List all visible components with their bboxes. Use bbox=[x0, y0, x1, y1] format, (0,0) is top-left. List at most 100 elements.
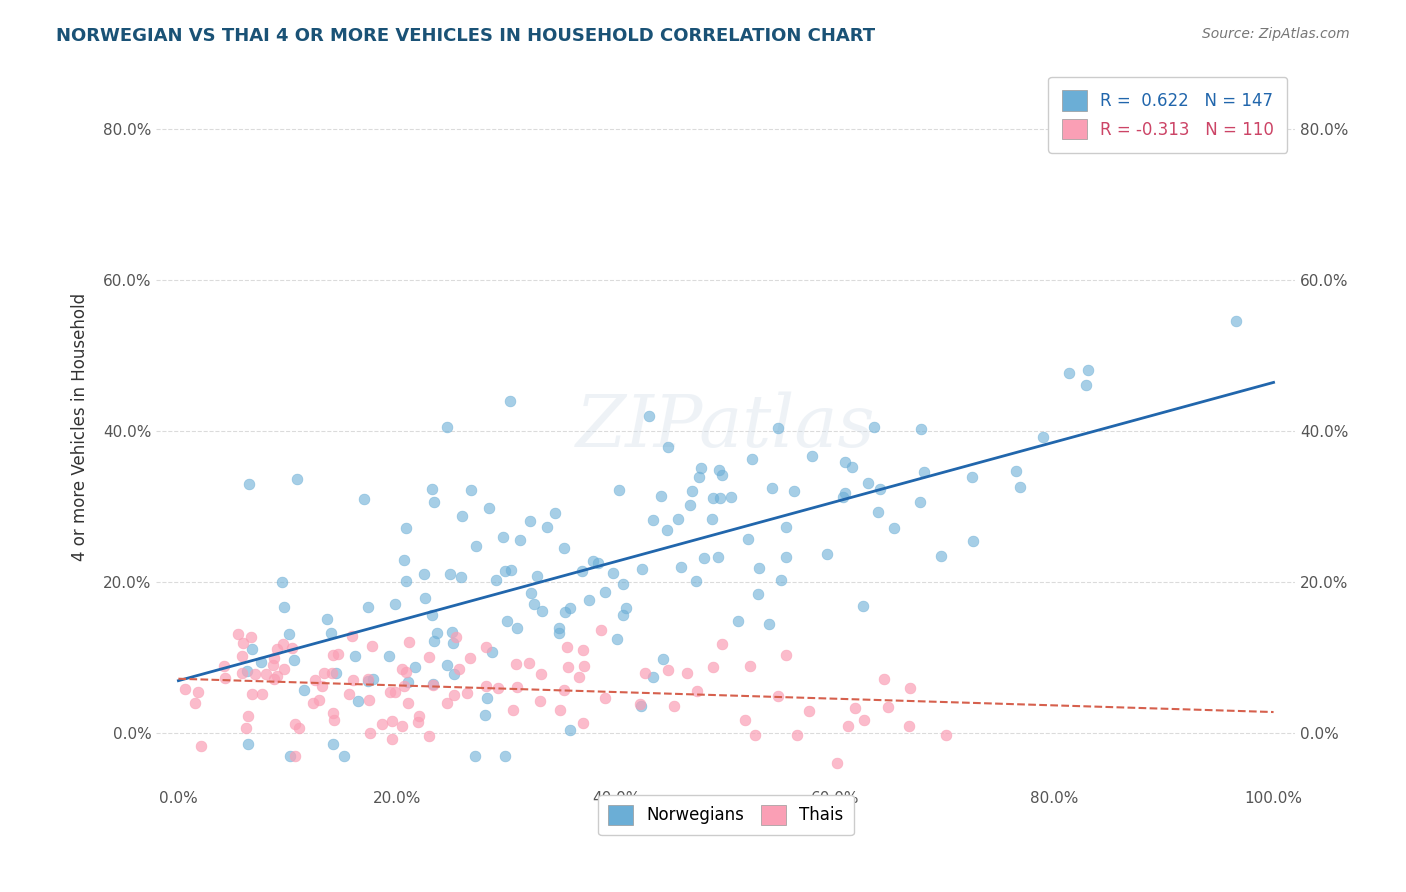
Point bbox=[783, 483, 806, 498]
Point bbox=[422, 677, 444, 691]
Point bbox=[384, 597, 406, 611]
Point bbox=[231, 666, 253, 681]
Point bbox=[737, 532, 759, 546]
Point bbox=[593, 585, 616, 599]
Point bbox=[322, 737, 344, 751]
Point bbox=[657, 663, 679, 677]
Point bbox=[394, 665, 416, 679]
Point bbox=[709, 491, 731, 505]
Point bbox=[356, 673, 378, 688]
Point bbox=[319, 626, 342, 640]
Point bbox=[650, 489, 672, 503]
Point bbox=[342, 673, 364, 687]
Point bbox=[560, 723, 582, 738]
Point bbox=[657, 440, 679, 454]
Point bbox=[492, 530, 515, 544]
Point bbox=[426, 626, 449, 640]
Point bbox=[643, 513, 665, 527]
Point bbox=[420, 482, 443, 496]
Point bbox=[475, 690, 498, 705]
Point bbox=[548, 626, 571, 640]
Point bbox=[593, 690, 616, 705]
Point bbox=[578, 592, 600, 607]
Point bbox=[475, 640, 498, 654]
Point bbox=[245, 666, 267, 681]
Point bbox=[526, 569, 548, 583]
Point bbox=[450, 508, 472, 523]
Point bbox=[523, 598, 546, 612]
Point bbox=[588, 557, 610, 571]
Point bbox=[568, 669, 591, 683]
Point bbox=[630, 699, 652, 714]
Point bbox=[1077, 363, 1099, 377]
Point bbox=[727, 615, 749, 629]
Point bbox=[418, 729, 440, 743]
Point bbox=[262, 657, 284, 672]
Point bbox=[908, 495, 931, 509]
Point bbox=[495, 614, 517, 628]
Point bbox=[844, 701, 866, 715]
Point bbox=[391, 719, 413, 733]
Point bbox=[359, 693, 381, 707]
Point bbox=[852, 599, 875, 613]
Point bbox=[775, 549, 797, 564]
Point bbox=[852, 714, 875, 728]
Point bbox=[408, 709, 430, 723]
Point bbox=[837, 719, 859, 733]
Point bbox=[557, 659, 579, 673]
Point bbox=[278, 748, 301, 763]
Point bbox=[652, 651, 675, 665]
Point bbox=[825, 756, 848, 771]
Point bbox=[720, 491, 742, 505]
Point bbox=[669, 560, 692, 574]
Point bbox=[322, 713, 344, 727]
Point bbox=[607, 483, 630, 498]
Point bbox=[456, 686, 478, 700]
Point bbox=[572, 659, 595, 673]
Point bbox=[190, 739, 212, 753]
Point bbox=[396, 696, 419, 710]
Point bbox=[212, 659, 235, 673]
Point bbox=[505, 657, 527, 671]
Point bbox=[322, 706, 344, 721]
Point bbox=[312, 665, 335, 680]
Point bbox=[344, 648, 367, 663]
Point bbox=[614, 601, 637, 615]
Point bbox=[464, 748, 486, 763]
Point bbox=[612, 576, 634, 591]
Point bbox=[436, 696, 458, 710]
Point bbox=[423, 634, 446, 648]
Point bbox=[877, 700, 900, 714]
Point bbox=[738, 658, 761, 673]
Point bbox=[273, 662, 295, 676]
Point bbox=[631, 562, 654, 576]
Point bbox=[519, 514, 541, 528]
Point bbox=[443, 688, 465, 702]
Point bbox=[311, 679, 333, 693]
Point bbox=[681, 484, 703, 499]
Point bbox=[657, 523, 679, 537]
Point bbox=[486, 681, 509, 695]
Point bbox=[441, 625, 464, 640]
Point bbox=[238, 708, 260, 723]
Point bbox=[873, 672, 896, 686]
Point bbox=[371, 717, 394, 731]
Point bbox=[834, 485, 856, 500]
Point bbox=[834, 455, 856, 469]
Point bbox=[741, 452, 763, 467]
Point bbox=[841, 459, 863, 474]
Point bbox=[413, 591, 436, 606]
Point bbox=[284, 716, 307, 731]
Point bbox=[398, 635, 420, 649]
Point bbox=[481, 645, 503, 659]
Point bbox=[304, 673, 326, 687]
Point bbox=[277, 626, 299, 640]
Point bbox=[460, 483, 482, 497]
Point bbox=[766, 420, 789, 434]
Point bbox=[544, 506, 567, 520]
Point bbox=[960, 470, 983, 484]
Point bbox=[748, 561, 770, 575]
Point bbox=[558, 601, 581, 615]
Point bbox=[702, 512, 724, 526]
Point bbox=[292, 683, 315, 698]
